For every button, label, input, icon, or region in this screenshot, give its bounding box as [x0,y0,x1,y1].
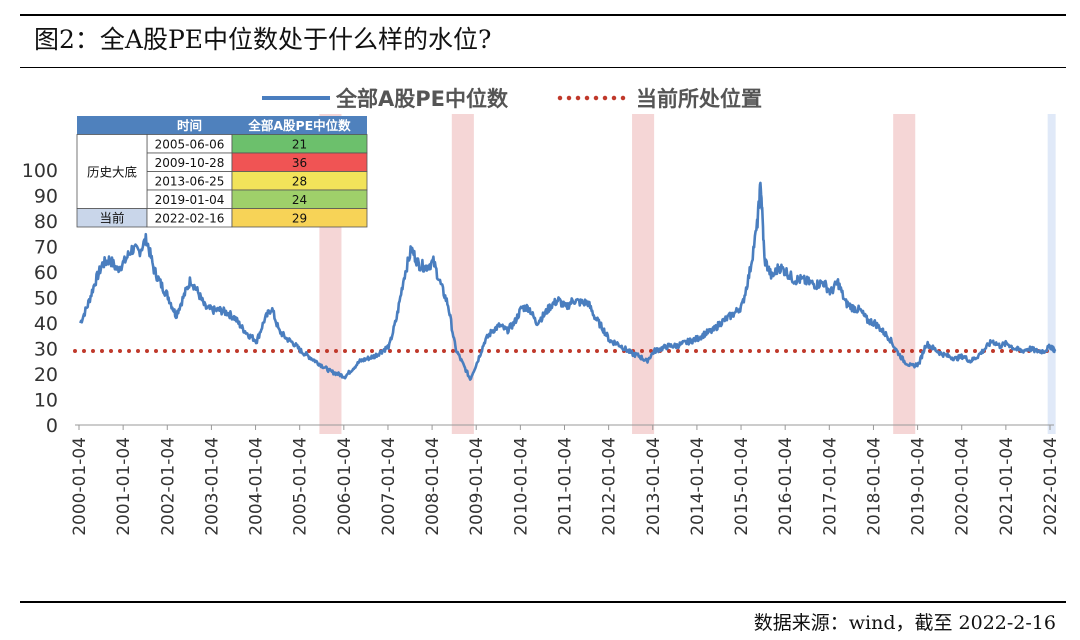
y-axis: 0 10 20 30 40 50 60 70 80 90 100 [22,160,58,437]
x-tick-label: 2014-01-04 [688,437,708,536]
table-group-cell [76,134,148,209]
x-tick-label: 2018-01-04 [864,437,884,536]
x-tick-label: 2012-01-04 [600,437,620,536]
x-tick-label: 2020-01-04 [953,437,973,536]
x-tick-label: 2013-01-04 [644,437,664,536]
x-tick-label: 2022-01-04 [1041,437,1061,536]
table-value: 36 [292,156,307,170]
table-date: 2009-10-28 [155,156,225,170]
top-rule [20,14,1066,16]
x-tick-label: 2000-01-04 [70,437,90,536]
table-value: 28 [292,175,307,189]
x-tick-label: 2010-01-04 [511,437,531,536]
table-current-value: 29 [292,212,307,226]
x-tick-label: 2002-01-04 [158,437,178,536]
y-tick-label: 0 [46,415,58,437]
x-tick-label: 2003-01-04 [202,437,222,536]
x-tick-label: 2008-01-04 [423,437,443,536]
highlight-band [1047,114,1056,434]
table-value: 21 [292,138,307,152]
table-current-value-cell [231,208,368,228]
x-tick-label: 2004-01-04 [247,437,267,536]
table-group-label: 历史大底 [87,165,137,180]
legend-label: 当前所处位置 [636,87,762,111]
table-header-bg [77,116,367,135]
x-tick-label: 2011-01-04 [556,437,576,536]
y-tick-label: 50 [34,288,58,310]
x-tick-label: 2016-01-04 [776,437,796,536]
table-date: 2019-01-04 [155,193,225,207]
highlight-bands [319,114,1056,434]
table-current-label: 当前 [99,211,124,226]
x-tick-label: 2006-01-04 [335,437,355,536]
y-tick-label: 20 [34,364,58,386]
highlight-band [451,114,474,434]
table-date: 2013-06-25 [155,175,225,189]
y-tick-label: 80 [34,211,58,233]
x-tick-label: 2015-01-04 [732,437,752,536]
y-tick-label: 70 [34,237,58,259]
series-line [79,181,1057,381]
y-tick-label: 40 [34,313,58,335]
y-tick-label: 60 [34,262,58,284]
figure-title: 图2：全A股PE中位数处于什么样的水位? [34,25,492,54]
y-tick-label: 10 [34,390,58,412]
source-note: 数据来源：wind，截至 2022-2-16 [753,612,1056,634]
series-group [79,181,1057,381]
y-tick-label: 100 [22,160,58,182]
x-tick-label: 2005-01-04 [291,437,311,536]
y-tick-label: 30 [34,339,58,361]
x-tick-label: 2021-01-04 [997,437,1017,536]
highlight-band [893,114,916,434]
table-date: 2005-06-06 [155,138,225,152]
bottom-rule [20,601,1066,603]
legend-label: 全部A股PE中位数 [335,87,509,111]
title-rule [20,67,1066,68]
x-tick-label: 2001-01-04 [114,437,134,536]
x-axis: 2000-01-04 2001-01-04 2002-01-04 2003-01-04… [70,424,1061,536]
table-header-label: 时间 [177,118,202,133]
highlight-band [632,114,655,434]
table-header-label: 全部A股PE中位数 [247,118,351,133]
table-current-date: 2022-02-16 [155,212,225,226]
pe-median-chart: 0 10 20 30 40 50 60 70 80 90 100 2000-01-04 2001-01… [22,87,1061,536]
data-table: 时间 全部A股PE中位数 2005-06-06 21 2009-10-28 36 2013-… [76,116,368,228]
legend: 全部A股PE中位数 当前所处位置 [262,87,762,111]
y-tick-label: 90 [34,186,58,208]
x-tick-label: 2009-01-04 [467,437,487,536]
x-tick-label: 2019-01-04 [909,437,929,536]
x-tick-label: 2007-01-04 [379,437,399,536]
table-value: 24 [292,193,307,207]
x-tick-label: 2017-01-04 [820,437,840,536]
